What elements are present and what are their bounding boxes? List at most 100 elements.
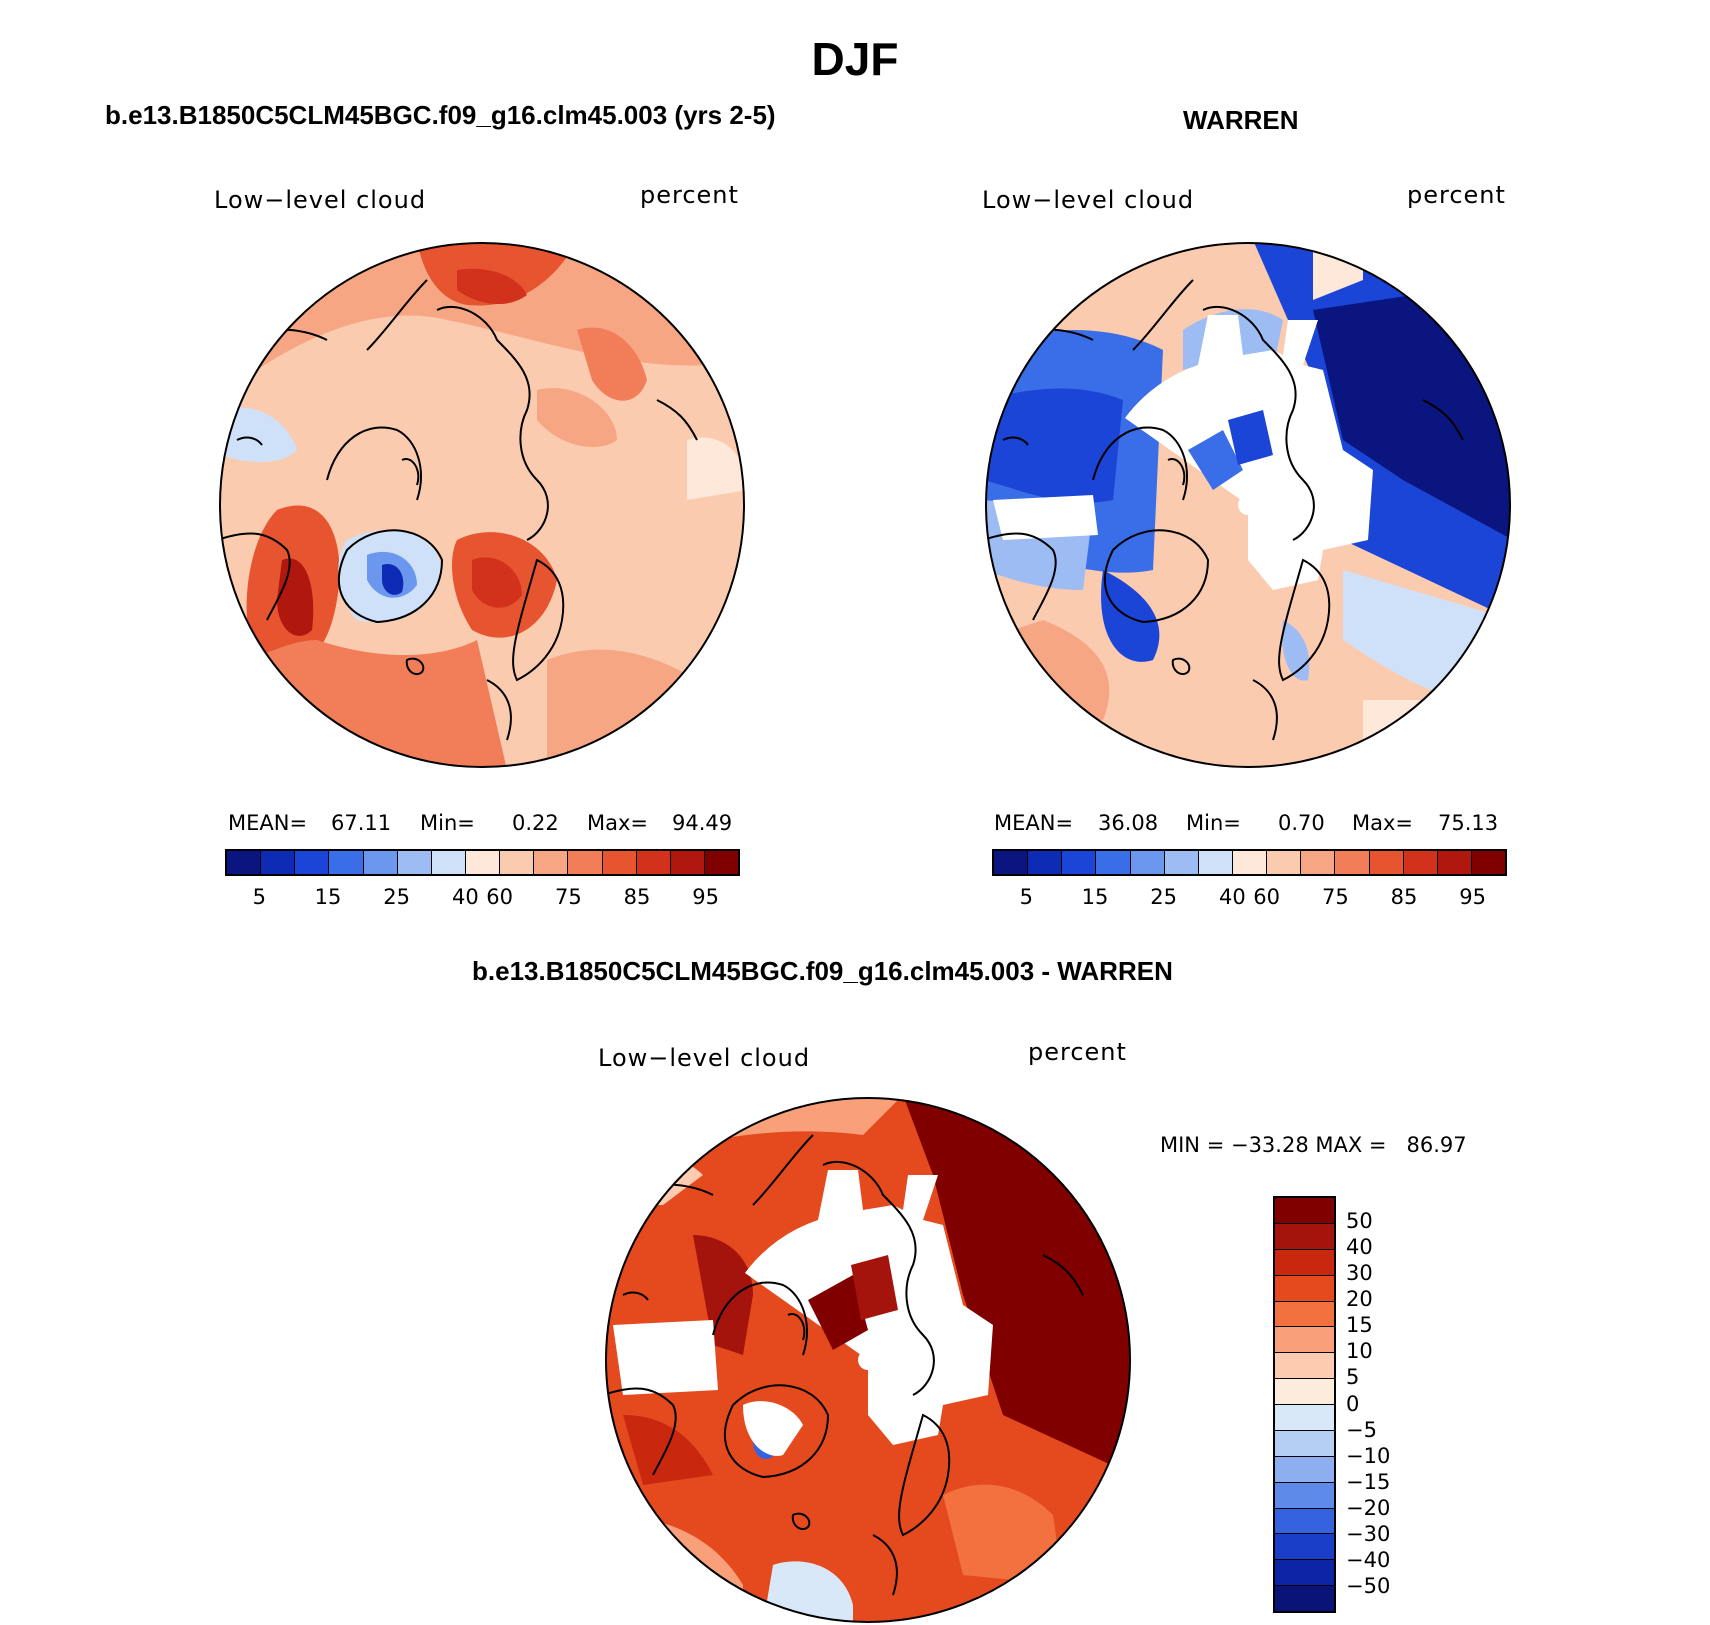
colorbar-tick-label: 30: [1346, 1261, 1373, 1286]
colorbar-swatch: [1437, 851, 1472, 874]
left-polar-map: [219, 242, 745, 768]
colorbar-tick-label: 60: [486, 885, 514, 909]
colorbar-tick-label: −15: [1346, 1469, 1391, 1494]
colorbar-swatch: [1275, 1482, 1334, 1509]
colorbar-tick-label: 15: [314, 885, 342, 909]
colorbar-swatch: [704, 851, 739, 874]
colorbar-tick-label: 5: [252, 885, 267, 909]
colorbar-tick-label: 50: [1346, 1209, 1373, 1234]
diff-polar-map: [605, 1097, 1131, 1623]
colorbar-tick-label: 5: [1019, 885, 1034, 909]
right-mean-label: MEAN=: [994, 811, 1074, 835]
colorbar-swatch: [1062, 851, 1097, 874]
right-polar-map: [985, 242, 1511, 768]
colorbar-swatch: [636, 851, 671, 874]
diff-colorbar: [1273, 1196, 1336, 1613]
colorbar-swatch: [1275, 1508, 1334, 1535]
colorbar-swatch: [500, 851, 535, 874]
colorbar-tick-label: 40: [1346, 1235, 1373, 1260]
colorbar-tick-label: 75: [554, 885, 582, 909]
diff-units-label: percent: [1028, 1038, 1127, 1066]
colorbar-swatch: [397, 851, 432, 874]
right-min-label: Min=: [1186, 811, 1241, 835]
colorbar-tick-label: 95: [1459, 885, 1487, 909]
right-variable-label: Low−level cloud: [982, 186, 1195, 214]
colorbar-swatch: [994, 851, 1029, 874]
colorbar-tick-label: 15: [1346, 1313, 1373, 1338]
colorbar-swatch: [1275, 1379, 1334, 1405]
colorbar-tick-label: −5: [1346, 1417, 1377, 1442]
colorbar-swatch: [295, 851, 330, 874]
figure-title: DJF: [811, 33, 899, 85]
left-colorbar: [225, 849, 740, 876]
colorbar-swatch: [261, 851, 296, 874]
colorbar-swatch: [1275, 1327, 1334, 1354]
colorbar-swatch: [1028, 851, 1063, 874]
diff-panel-title: b.e13.B1850C5CLM45BGC.f09_g16.clm45.003 …: [472, 956, 1173, 986]
colorbar-swatch: [1275, 1198, 1334, 1224]
colorbar-swatch: [1275, 1353, 1334, 1380]
colorbar-tick-label: 85: [623, 885, 651, 909]
left-units-label: percent: [640, 181, 739, 209]
colorbar-swatch: [465, 851, 501, 874]
colorbar-swatch: [534, 851, 569, 874]
colorbar-tick-label: 15: [1081, 885, 1109, 909]
left-mean-value: 67.11: [331, 811, 392, 835]
colorbar-swatch: [1335, 851, 1370, 874]
colorbar-swatch: [1369, 851, 1404, 874]
diff-minmax-label: MIN = −33.28 MAX = 86.97: [1160, 1133, 1467, 1157]
colorbar-swatch: [1403, 851, 1438, 874]
colorbar-swatch: [329, 851, 364, 874]
colorbar-tick-label: 0: [1346, 1391, 1360, 1416]
colorbar-swatch: [431, 851, 466, 874]
colorbar-swatch: [1275, 1301, 1334, 1328]
colorbar-tick-label: 20: [1346, 1287, 1373, 1312]
left-max-value: 94.49: [672, 811, 733, 835]
left-variable-label: Low−level cloud: [214, 186, 427, 214]
colorbar-swatch: [1275, 1223, 1334, 1250]
right-panel-title: WARREN: [1183, 105, 1299, 135]
colorbar-swatch: [1275, 1405, 1334, 1431]
colorbar-tick-label: 25: [1150, 885, 1178, 909]
colorbar-swatch: [363, 851, 398, 874]
colorbar-swatch: [1130, 851, 1165, 874]
colorbar-tick-label: 85: [1390, 885, 1418, 909]
right-max-label: Max=: [1352, 811, 1414, 835]
right-min-value: 0.70: [1278, 811, 1325, 835]
colorbar-swatch: [1164, 851, 1199, 874]
colorbar-tick-label: 10: [1346, 1339, 1373, 1364]
colorbar-swatch: [1301, 851, 1336, 874]
left-mean-label: MEAN=: [228, 811, 308, 835]
right-colorbar: [992, 849, 1507, 876]
colorbar-swatch: [1275, 1430, 1334, 1457]
colorbar-swatch: [1275, 1456, 1334, 1483]
colorbar-swatch: [1198, 851, 1233, 874]
colorbar-tick-label: 95: [692, 885, 720, 909]
left-panel-title: b.e13.B1850C5CLM45BGC.f09_g16.clm45.003 …: [105, 100, 776, 130]
colorbar-swatch: [1275, 1249, 1334, 1276]
colorbar-tick-label: 25: [383, 885, 411, 909]
left-max-label: Max=: [587, 811, 649, 835]
left-min-label: Min=: [420, 811, 475, 835]
colorbar-tick-label: −10: [1346, 1443, 1391, 1468]
left-min-value: 0.22: [512, 811, 559, 835]
colorbar-tick-label: −20: [1346, 1495, 1391, 1520]
colorbar-swatch: [1275, 1534, 1334, 1561]
colorbar-swatch: [1096, 851, 1131, 874]
colorbar-tick-label: 5: [1346, 1365, 1360, 1390]
colorbar-swatch: [227, 851, 262, 874]
right-mean-value: 36.08: [1098, 811, 1159, 835]
right-units-label: percent: [1407, 181, 1506, 209]
colorbar-tick-label: −40: [1346, 1547, 1391, 1572]
colorbar-swatch: [1275, 1275, 1334, 1302]
colorbar-swatch: [1275, 1586, 1334, 1611]
colorbar-swatch: [602, 851, 637, 874]
colorbar-swatch: [1232, 851, 1268, 874]
colorbar-swatch: [568, 851, 603, 874]
colorbar-swatch: [1275, 1560, 1334, 1587]
colorbar-swatch: [670, 851, 705, 874]
colorbar-swatch: [1267, 851, 1302, 874]
colorbar-tick-label: −50: [1346, 1573, 1391, 1598]
diff-variable-label: Low−level cloud: [598, 1044, 811, 1072]
colorbar-tick-label: 40: [451, 885, 479, 909]
